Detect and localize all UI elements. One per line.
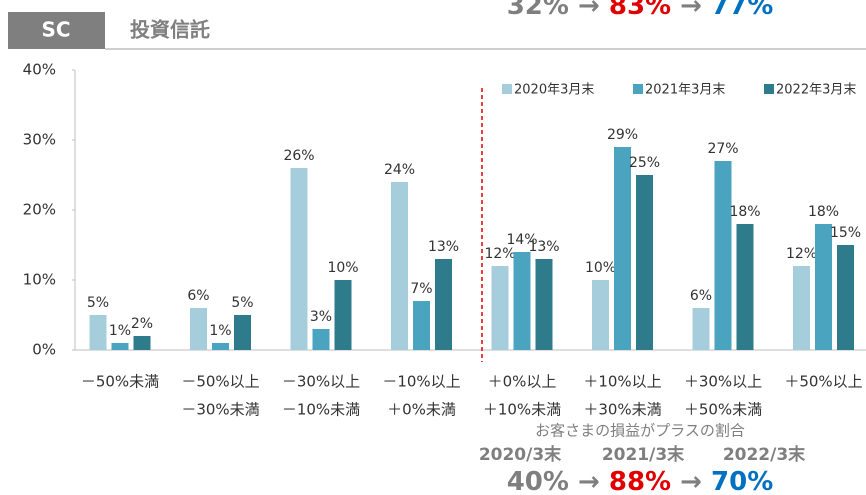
arrow: →: [680, 0, 702, 21]
legend-swatch: [633, 84, 643, 94]
value-label: 12%: [786, 246, 817, 262]
value-label: 5%: [231, 295, 253, 311]
bar: [391, 182, 408, 350]
value-label: 18%: [729, 204, 760, 220]
value-label: 7%: [410, 281, 432, 297]
bar: [290, 168, 308, 350]
bar: [592, 280, 609, 350]
x-tick-label: ＋50%以上: [784, 373, 862, 391]
bar: [837, 245, 854, 350]
x-tick-label: ＋0%以上: [488, 373, 557, 391]
y-tick-label: 30%: [23, 131, 56, 149]
x-tick-label: －50%未満: [81, 373, 159, 391]
bar: [413, 301, 430, 350]
value-label: 1%: [109, 323, 131, 339]
summary-values: 40% → 88% → 70%: [507, 467, 774, 495]
y-tick-label: 40%: [23, 61, 56, 79]
value-label: 5%: [87, 295, 109, 311]
value-label: 1%: [209, 323, 231, 339]
x-tick-label: －30%未満: [181, 401, 259, 419]
bar: [692, 308, 710, 350]
value-label: 24%: [384, 162, 415, 178]
summary-value: 70%: [711, 467, 773, 495]
bar: [513, 252, 531, 350]
y-tick-label: 20%: [23, 201, 56, 219]
value-label: 12%: [484, 246, 515, 262]
bar: [133, 336, 151, 350]
value-label: 13%: [528, 239, 559, 255]
x-tick-label: －50%以上: [181, 373, 259, 391]
value-label: 6%: [690, 288, 712, 304]
bar: [736, 224, 754, 350]
bar: [89, 315, 107, 350]
x-tick-label: －10%以上: [382, 373, 460, 391]
x-tick-label: －30%以上: [282, 373, 360, 391]
summary-value: 40%: [507, 467, 569, 495]
value-label: 6%: [187, 288, 209, 304]
summary-year: 2020/3末: [479, 444, 562, 465]
summary-year: 2021/3末: [602, 444, 685, 465]
arrow: →: [578, 0, 600, 21]
bar: [234, 315, 251, 350]
x-tick-label: ＋0%未満: [387, 401, 456, 419]
x-tick-label: ＋30%以上: [684, 373, 762, 391]
arrow: →: [578, 467, 600, 495]
title: 投資信託: [130, 18, 210, 42]
value-label: 10%: [327, 260, 358, 276]
tag-box: [8, 12, 105, 49]
x-tick-label: －10%未満: [282, 401, 360, 419]
value-label: 13%: [428, 239, 459, 255]
value-label: 29%: [607, 127, 638, 143]
top-value: 77%: [711, 0, 773, 21]
bar: [815, 224, 832, 350]
summary-year: 2022/3末: [723, 444, 806, 465]
value-label: 2%: [131, 316, 153, 332]
bar: [793, 266, 810, 350]
legend-swatch: [502, 84, 512, 94]
bar: [334, 280, 352, 350]
top-summary: 32% → 83% → 77%: [507, 0, 774, 21]
x-tick-label: ＋50%未満: [684, 401, 762, 419]
bar: [636, 175, 653, 350]
value-label: 25%: [629, 155, 660, 171]
top-value: 32%: [507, 0, 569, 21]
tag: SC: [41, 18, 70, 42]
bar: [491, 266, 509, 350]
y-tick-label: 0%: [32, 341, 56, 359]
bar: [312, 329, 330, 350]
x-tick-label: ＋30%未満: [583, 401, 661, 419]
value-label: 15%: [830, 225, 861, 241]
bar: [614, 147, 631, 350]
top-value: 83%: [609, 0, 671, 21]
bar: [212, 343, 229, 350]
bar: [714, 161, 732, 350]
summary-value: 88%: [609, 467, 671, 495]
y-tick-label: 10%: [23, 271, 56, 289]
bar: [190, 308, 207, 350]
value-label: 26%: [283, 148, 314, 164]
arrow: →: [680, 467, 702, 495]
value-label: 10%: [585, 260, 616, 276]
bar: [111, 343, 129, 350]
legend-label: 2021年3月末: [645, 83, 725, 98]
x-tick-label: ＋10%未満: [483, 401, 561, 419]
value-label: 3%: [310, 309, 332, 325]
summary-caption: お客さまの損益がプラスの割合: [535, 422, 745, 440]
x-tick-label: ＋10%以上: [583, 373, 661, 391]
legend-label: 2022年3月末: [776, 83, 856, 98]
bar: [435, 259, 452, 350]
value-label: 18%: [808, 204, 839, 220]
legend-label: 2020年3月末: [514, 83, 594, 98]
bar: [535, 259, 553, 350]
value-label: 14%: [506, 232, 537, 248]
value-label: 27%: [707, 141, 738, 157]
legend-swatch: [764, 84, 774, 94]
